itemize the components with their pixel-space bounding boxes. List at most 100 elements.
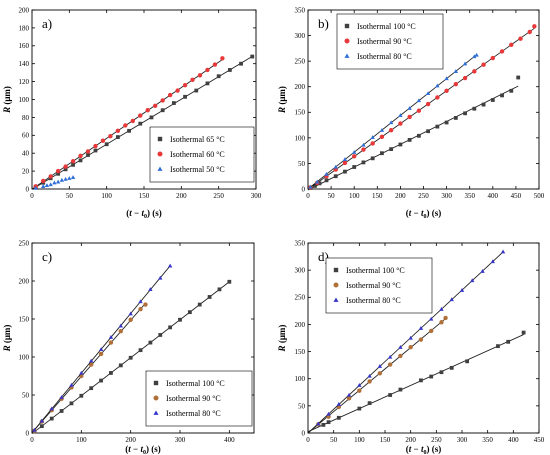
data-point — [220, 56, 225, 61]
series-points — [316, 249, 506, 426]
data-point — [205, 81, 210, 86]
data-point — [49, 406, 54, 411]
legend-label: Isothermal 100 °C — [346, 266, 405, 275]
data-point — [153, 103, 158, 108]
data-point — [398, 142, 403, 147]
legend-box — [145, 370, 253, 427]
data-point — [367, 379, 372, 384]
x-axis-title-part: 0 — [423, 450, 426, 455]
data-point — [93, 143, 98, 149]
data-point — [425, 91, 431, 96]
x-tick-label: 200 — [395, 192, 406, 200]
y-tick-label: 350 — [295, 6, 306, 14]
x-tick-label: 400 — [508, 436, 519, 444]
data-point — [197, 302, 202, 307]
data-point — [79, 370, 84, 375]
data-point — [352, 165, 357, 169]
data-point — [160, 108, 165, 113]
data-point — [63, 164, 68, 169]
x-tick-label: 0 — [306, 192, 310, 200]
legend-label: Isothermal 65 °C — [170, 135, 225, 144]
data-point — [316, 421, 321, 426]
data-point — [509, 88, 514, 93]
x-tick-label: 50 — [66, 192, 74, 200]
y-tick-label: 100 — [295, 375, 306, 383]
data-point — [408, 335, 413, 340]
x-tick-label: 450 — [534, 436, 545, 444]
legend-label: Isothermal 60 °C — [170, 150, 225, 159]
x-axis-title-part: t — [140, 444, 143, 454]
fit-line — [307, 54, 477, 190]
data-point — [500, 93, 504, 98]
x-tick-label: 0 — [306, 436, 310, 444]
y-tick-label: 50 — [298, 160, 306, 168]
data-point — [357, 383, 362, 387]
x-tick-label: 400 — [488, 192, 499, 200]
data-point — [85, 149, 91, 154]
data-point — [108, 335, 114, 339]
data-point — [39, 418, 45, 423]
legend-label: Isothermal 90 °C — [346, 281, 401, 290]
data-point — [190, 77, 195, 83]
x-axis-title-part: ( — [406, 208, 409, 218]
data-point — [108, 133, 113, 139]
y-tick-label: 140 — [19, 60, 30, 68]
legend-marker — [153, 410, 159, 415]
data-point — [109, 371, 113, 375]
legend-label: Isothermal 100 °C — [166, 379, 225, 388]
data-point — [336, 402, 341, 406]
data-point — [71, 162, 75, 167]
data-point — [49, 416, 54, 421]
y-tick-label: 50 — [298, 402, 306, 410]
x-tick-label: 250 — [213, 192, 224, 200]
legend-box — [325, 257, 433, 314]
data-point — [398, 121, 403, 126]
data-point — [367, 373, 372, 378]
data-point — [527, 29, 532, 35]
data-point — [379, 128, 385, 132]
data-point — [387, 362, 393, 367]
data-point — [59, 409, 64, 413]
data-point — [429, 316, 434, 321]
data-point — [352, 149, 357, 154]
x-axis-title-part: − — [411, 208, 421, 218]
legend: Isothermal 100 °C Isothermal 90 °C Isother… — [145, 370, 253, 427]
data-point — [389, 147, 394, 152]
data-point — [216, 74, 221, 79]
y-tick-label: 100 — [19, 96, 30, 104]
data-point — [481, 62, 486, 67]
x-tick-label: 350 — [482, 436, 493, 444]
data-point — [463, 111, 467, 116]
data-point — [465, 359, 470, 364]
y-axis-title-symbol: R — [2, 107, 12, 114]
y-tick-label: 200 — [295, 83, 306, 91]
data-point — [342, 157, 348, 161]
data-point — [70, 175, 76, 180]
data-point — [506, 339, 511, 344]
y-tick-label: 0 — [302, 429, 306, 437]
legend-label: Isothermal 90 °C — [166, 394, 221, 403]
data-point — [227, 68, 232, 72]
data-point — [55, 179, 61, 184]
data-point — [98, 347, 104, 352]
data-point — [48, 182, 53, 187]
x-axis-title-part: ) (s) — [146, 444, 161, 454]
y-tick-label: 250 — [295, 58, 306, 66]
data-point — [104, 142, 109, 147]
x-axis-title-part: t — [409, 444, 412, 454]
data-point — [343, 169, 347, 174]
data-point — [138, 306, 143, 312]
y-axis-title-symbol: R — [277, 107, 287, 114]
legend-marker — [333, 282, 339, 288]
data-point — [41, 178, 46, 184]
data-point — [416, 133, 421, 138]
data-point — [429, 374, 434, 379]
y-tick-label: 0 — [302, 185, 306, 193]
data-point — [324, 171, 329, 176]
y-tick-label: 150 — [295, 109, 306, 117]
y-tick-label: 250 — [19, 239, 30, 247]
x-axis-title: (t − t0) (s) — [406, 208, 441, 220]
chart-panel: 0 50 100 150 200 250 300 350 400 450 0 50 100 150 200 2… — [277, 239, 545, 455]
data-point — [167, 263, 173, 268]
data-point — [361, 142, 366, 147]
